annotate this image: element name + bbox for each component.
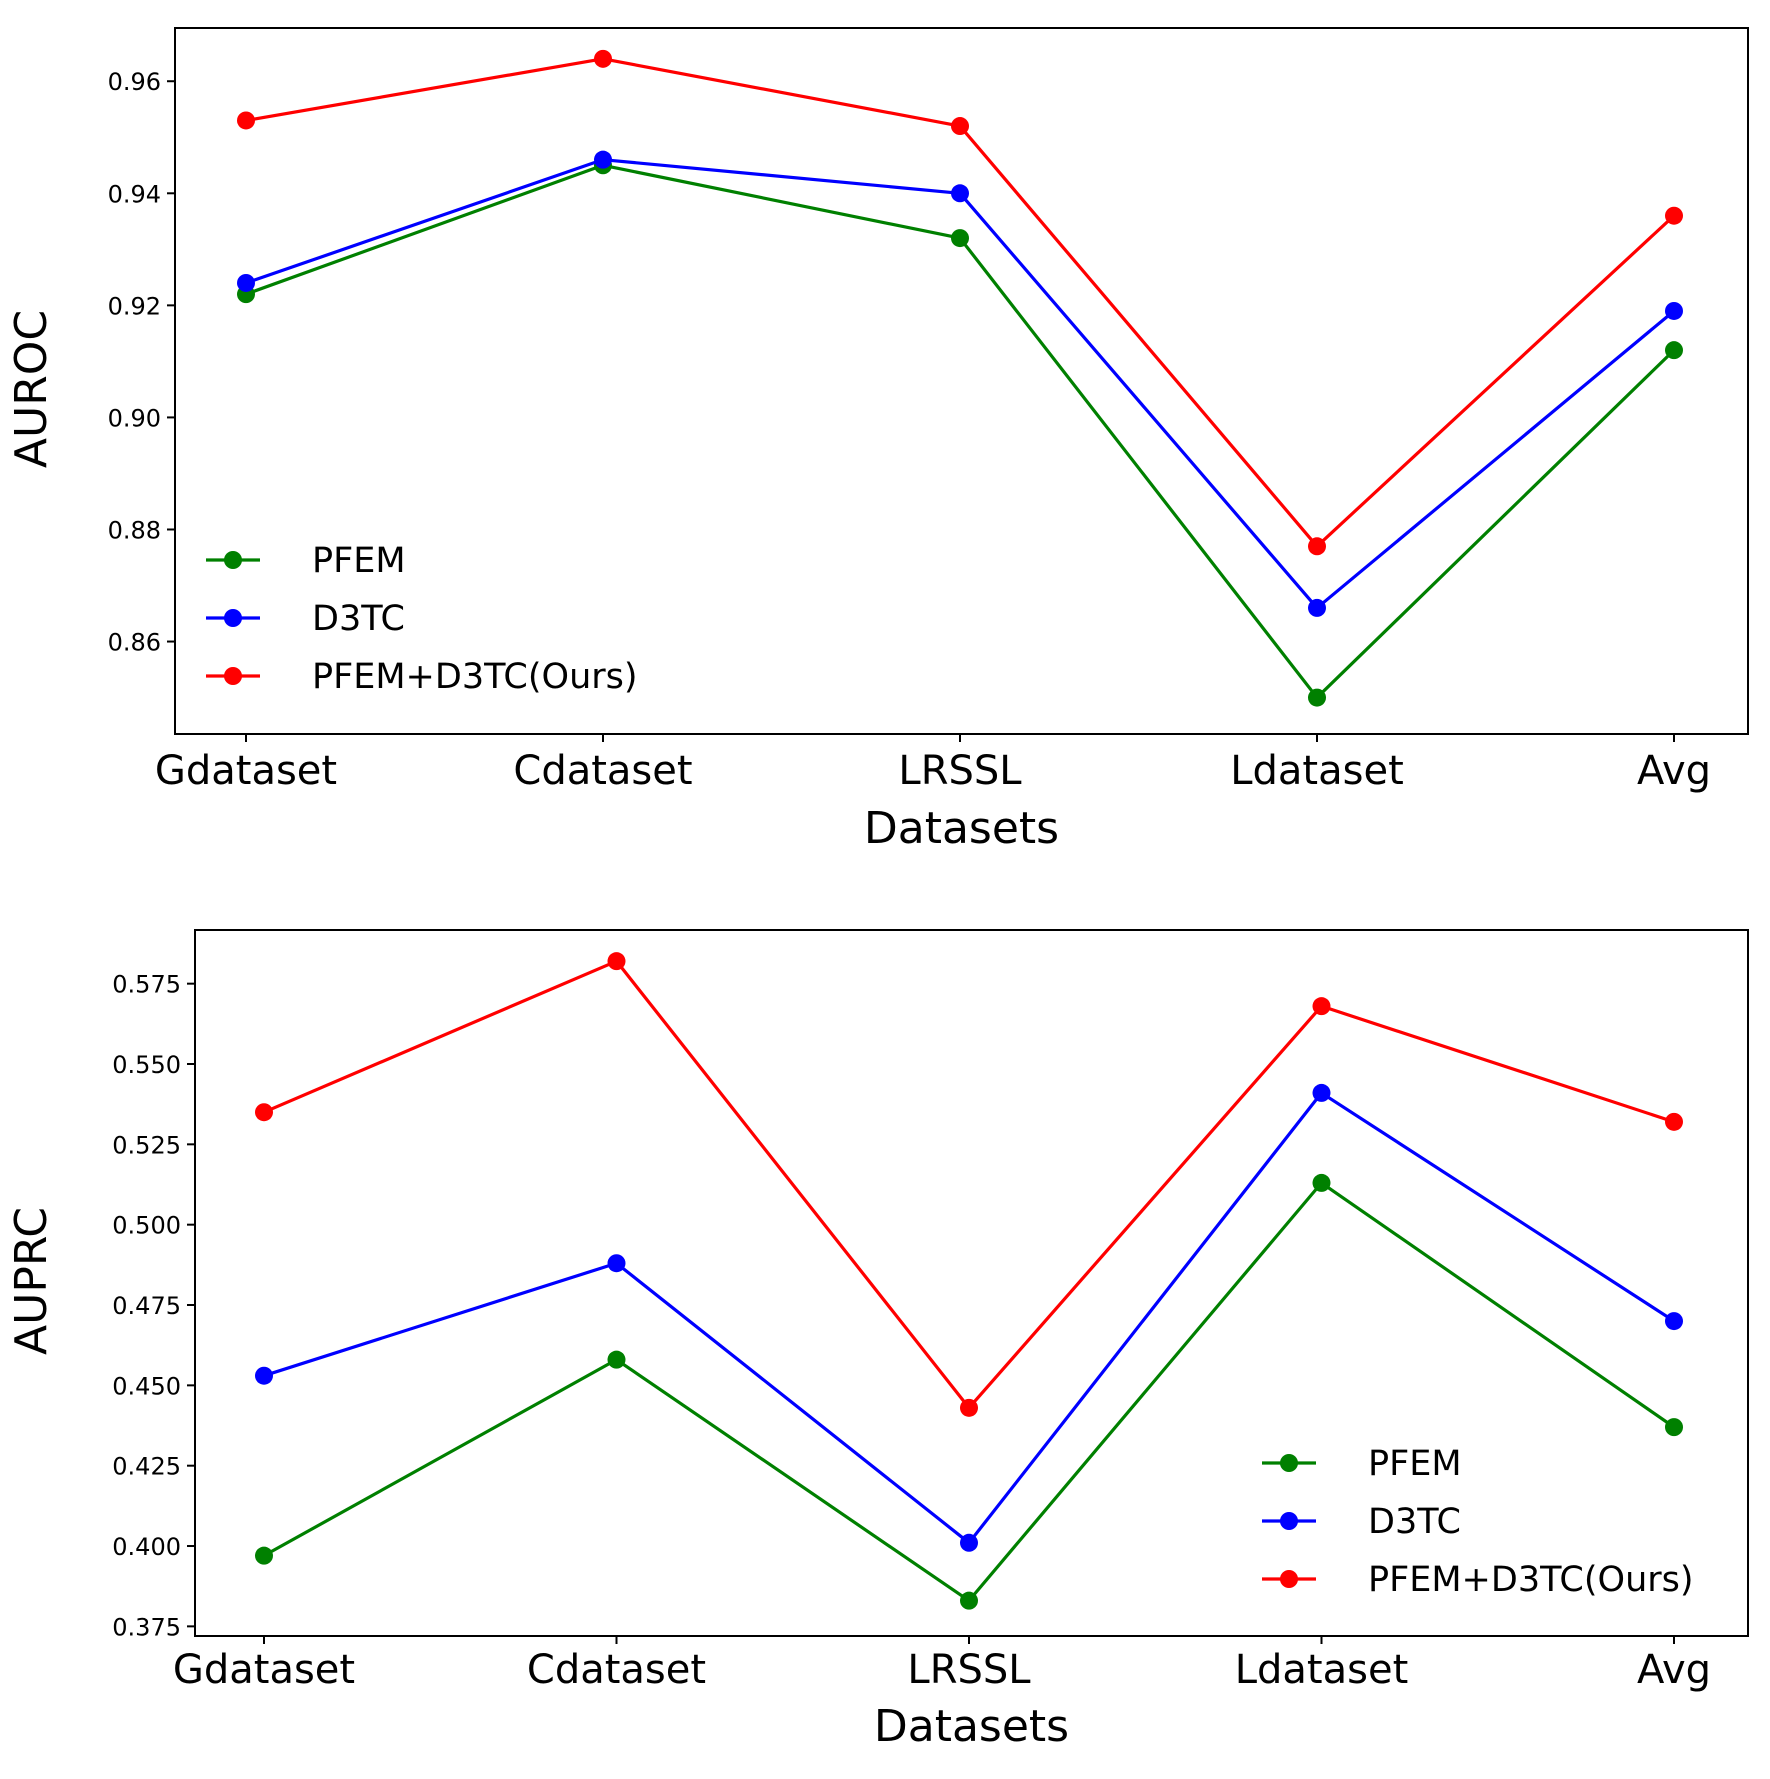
chart-panel-auprc: 0.375 0.400 0.425 0.450 0.475 0.500 0.525 0.550… (6, 929, 1749, 1752)
data-point-d3tc (1665, 1312, 1683, 1331)
x-tick-label: Cdataset (513, 748, 692, 794)
legend-marker (224, 609, 242, 627)
data-point-pfem-d3tc-ours (1308, 537, 1326, 556)
x-tick-label: Avg (1637, 1647, 1711, 1693)
data-point-pfem (1312, 1173, 1331, 1192)
y-tick-label: 0.425 (112, 1453, 181, 1481)
data-point-pfem-d3tc-ours (237, 111, 255, 130)
y-tick-label: 0.400 (112, 1533, 181, 1561)
data-point-pfem-d3tc-ours (594, 49, 612, 68)
data-point-pfem-d3tc-ours (255, 1103, 273, 1122)
x-axis-label: Datasets (864, 803, 1059, 854)
y-tick-label: 0.90 (108, 404, 161, 432)
legend-label: D3TC (312, 599, 405, 639)
data-point-d3tc (607, 1254, 626, 1273)
plot-frame (194, 929, 1749, 1637)
series-line-d3tc (263, 1091, 1675, 1545)
y-tick-label: 0.450 (112, 1372, 181, 1400)
x-tick-label: Cdataset (527, 1647, 706, 1693)
x-tick-label: Gdataset (155, 748, 337, 794)
y-tick-label: 0.475 (112, 1292, 181, 1320)
series-line-d3tc (245, 158, 1676, 610)
y-axis-label: AUROC (6, 310, 57, 468)
data-point-d3tc (594, 150, 612, 169)
data-point-d3tc (1312, 1083, 1331, 1102)
x-tick-label: Gdataset (173, 1647, 355, 1693)
y-tick-label: 0.375 (112, 1613, 181, 1641)
legend-marker (224, 667, 242, 685)
y-tick-label: 0.92 (108, 292, 161, 320)
data-point-pfem-d3tc-ours (607, 952, 626, 971)
data-point-pfem-d3tc-ours (951, 117, 969, 136)
y-tick-label: 0.94 (108, 180, 161, 208)
legend-label: PFEM (312, 541, 406, 581)
data-point-pfem (960, 1591, 978, 1610)
legend: PFEM D3TC PFEM+D3TC(Ours) (1262, 1444, 1694, 1600)
y-tick-label: 0.88 (108, 516, 161, 544)
legend-label: PFEM+D3TC(Ours) (312, 657, 638, 697)
data-point-pfem-d3tc-ours (1312, 997, 1331, 1016)
y-tick-label: 0.500 (112, 1212, 181, 1240)
plot-frame (174, 27, 1749, 735)
legend-label: PFEM+D3TC(Ours) (1368, 1560, 1694, 1600)
legend-label: D3TC (1368, 1502, 1461, 1542)
data-point-pfem (1308, 688, 1326, 707)
data-point-d3tc (1308, 598, 1326, 617)
x-axis-label: Datasets (874, 1701, 1069, 1752)
data-point-pfem-d3tc-ours (960, 1398, 978, 1417)
data-point-d3tc (237, 273, 255, 292)
legend-marker (1280, 1512, 1298, 1530)
legend-marker (1280, 1570, 1298, 1588)
legend-marker (1280, 1454, 1298, 1472)
legend-label: PFEM (1368, 1444, 1462, 1484)
x-tick-label: LRSSL (907, 1647, 1031, 1693)
data-point-pfem-d3tc-ours (1665, 206, 1683, 225)
data-point-d3tc (960, 1533, 978, 1552)
data-point-pfem (1665, 1418, 1683, 1437)
x-tick-label: LRSSL (898, 748, 1022, 794)
y-tick-label: 0.86 (108, 629, 161, 657)
data-point-d3tc (951, 184, 969, 203)
y-tick-label: 0.575 (112, 971, 181, 999)
data-point-d3tc (255, 1366, 273, 1385)
y-axis-label: AUPRC (6, 1207, 57, 1355)
data-point-pfem-d3tc-ours (1665, 1112, 1683, 1131)
y-tick-label: 0.96 (108, 68, 161, 96)
x-tick-label: Avg (1637, 748, 1711, 794)
data-point-d3tc (1665, 301, 1683, 320)
data-point-pfem (255, 1546, 273, 1565)
y-tick-label: 0.525 (112, 1131, 181, 1159)
chart-panel-auroc: 0.86 0.88 0.90 0.92 0.94 0.96 Gdataset Cdataset… (6, 27, 1749, 854)
x-tick-label: Ldataset (1235, 1647, 1409, 1693)
legend: PFEM D3TC PFEM+D3TC(Ours) (206, 541, 638, 697)
y-tick-label: 0.550 (112, 1051, 181, 1079)
x-tick-label: Ldataset (1230, 748, 1404, 794)
data-point-pfem (1665, 341, 1683, 360)
data-point-pfem (951, 229, 969, 248)
data-point-pfem (607, 1350, 626, 1369)
legend-marker (224, 551, 242, 569)
